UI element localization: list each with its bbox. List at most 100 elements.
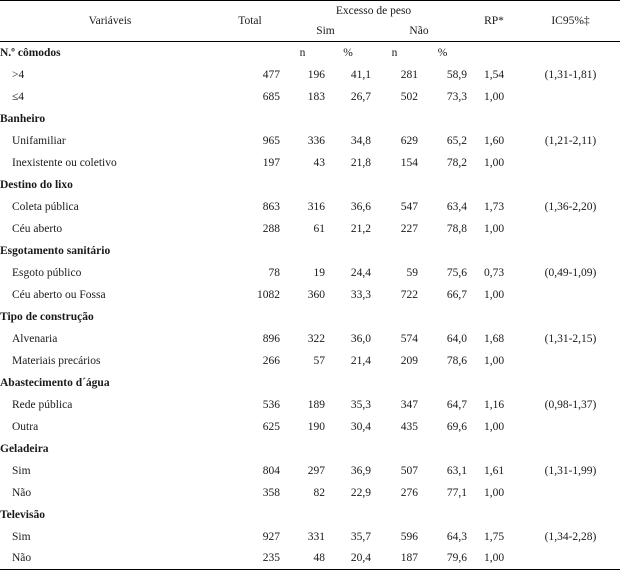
empty-cell — [521, 306, 620, 328]
cell-rp: 1,00 — [467, 547, 521, 570]
cell-sim-pct: 33,3 — [350, 288, 371, 301]
empty-cell — [371, 306, 418, 328]
sub-n-header: n — [280, 41, 325, 64]
cell-rp: 1,00 — [483, 156, 505, 169]
cell-sim-n: 57 — [313, 354, 326, 367]
cell-nao-pct: 64,0 — [446, 332, 467, 345]
row-label: Unifamiliar — [12, 134, 66, 147]
empty-cell — [325, 240, 371, 262]
cell-total: 477 — [262, 68, 280, 81]
cell-sim-pct: 21,4 — [350, 354, 371, 367]
sub-pct-header: % — [325, 41, 371, 64]
cell-sim-pct: 22,9 — [350, 486, 371, 499]
empty-cell — [467, 108, 521, 130]
sub-n-header: n — [371, 41, 418, 64]
header-excesso: Excesso de peso — [280, 0, 467, 22]
empty-cell — [467, 240, 521, 262]
empty-cell — [220, 504, 280, 526]
empty-cell — [418, 306, 467, 328]
section-header-row: Abastecimento d´água — [0, 372, 620, 394]
empty-cell — [325, 504, 371, 526]
cell-ic — [521, 152, 620, 174]
cell-total: 927 — [262, 530, 280, 543]
cell-total: 804 — [262, 464, 280, 477]
cell-nao-n: 187 — [371, 547, 418, 570]
section-title: Abastecimento d´água — [0, 376, 110, 389]
cell-sim-n: 183 — [307, 90, 325, 103]
cell-ic: (1,31-1,99) — [544, 464, 597, 477]
table-row: Alvenaria 896 322 36,0 574 64,0 1,68 (1,31-2,15… — [0, 328, 620, 350]
empty-cell — [220, 41, 280, 64]
empty-cell — [371, 438, 418, 460]
table-row: Céu aberto ou Fossa 1082 360 33,3 722 66,7 1,0… — [0, 284, 620, 306]
cell-nao-n: 502 — [400, 90, 418, 103]
cell-rp: 1,75 — [483, 530, 505, 543]
empty-cell — [280, 306, 325, 328]
cell-rp: 1,00 — [483, 354, 505, 367]
cell-sim-n: 189 — [307, 398, 325, 411]
cell-sim-pct: 41,1 — [350, 68, 371, 81]
empty-cell — [325, 174, 371, 196]
row-label: Outra — [12, 420, 39, 433]
row-label: Inexistente ou coletivo — [12, 156, 117, 169]
row-label: Céu aberto — [12, 222, 63, 235]
table-row: ≤4 685 183 26,7 502 73,3 1,00 — [0, 86, 620, 108]
cell-rp: 0,73 — [483, 266, 505, 279]
empty-cell — [371, 108, 418, 130]
cell-sim-n: 316 — [307, 200, 325, 213]
empty-cell — [418, 174, 467, 196]
empty-cell — [418, 438, 467, 460]
empty-cell — [220, 438, 280, 460]
section-title: Destino do lixo — [0, 178, 73, 191]
cell-nao-n: 547 — [400, 200, 418, 213]
row-label: Alvenaria — [12, 332, 58, 345]
header-sim: Sim — [316, 25, 335, 38]
cell-ic: (1,21-2,11) — [544, 134, 597, 147]
empty-cell — [467, 438, 521, 460]
table-row: Rede pública 536 189 35,3 347 64,7 1,16 (0,98-1… — [0, 394, 620, 416]
cell-nao-n: 227 — [400, 222, 418, 235]
cell-ic — [521, 350, 620, 372]
row-label: Sim — [12, 464, 31, 477]
table-row: Coleta pública 863 316 36,6 547 63,4 1,73 (1,36… — [0, 196, 620, 218]
cell-sim-n: 82 — [313, 486, 326, 499]
row-label: Não — [0, 547, 220, 570]
cell-total: 536 — [262, 398, 280, 411]
cell-nao-pct: 69,6 — [446, 420, 467, 433]
cell-nao-n: 209 — [400, 354, 418, 367]
empty-cell — [371, 174, 418, 196]
cell-ic — [521, 547, 620, 570]
section-title: Esgotamento sanitário — [0, 244, 111, 257]
cell-total: 863 — [262, 200, 280, 213]
cell-sim-pct: 24,4 — [350, 266, 371, 279]
cell-nao-pct: 78,6 — [446, 354, 467, 367]
cell-nao-pct: 58,9 — [446, 68, 467, 81]
cell-nao-pct: 75,6 — [446, 266, 467, 279]
row-label: Sim — [12, 530, 31, 543]
cell-rp: 1,00 — [483, 222, 505, 235]
table-row: Sim 804 297 36,9 507 63,1 1,61 (1,31-1,99) — [0, 460, 620, 482]
cell-rp: 1,00 — [483, 90, 505, 103]
row-label: >4 — [12, 68, 25, 81]
section-header-row: Tipo de construção — [0, 306, 620, 328]
row-label: Não — [12, 486, 32, 499]
cell-sim-n: 336 — [307, 134, 325, 147]
cell-rp: 1,00 — [483, 420, 505, 433]
cell-nao-pct: 78,2 — [446, 156, 467, 169]
empty-cell — [325, 372, 371, 394]
section-header-row: Banheiro — [0, 108, 620, 130]
cell-sim-n: 190 — [307, 420, 325, 433]
cell-nao-pct: 63,1 — [446, 464, 467, 477]
cell-ic — [521, 482, 620, 504]
cell-sim-n: 360 — [307, 288, 325, 301]
empty-cell — [521, 108, 620, 130]
empty-cell — [467, 504, 521, 526]
empty-cell — [325, 438, 371, 460]
empty-cell — [467, 174, 521, 196]
cell-total: 288 — [262, 222, 280, 235]
cell-ic: (1,31-1,81) — [544, 68, 597, 81]
empty-cell — [418, 372, 467, 394]
row-label: Céu aberto ou Fossa — [12, 288, 106, 301]
cell-sim-n: 48 — [280, 547, 325, 570]
cell-total: 358 — [262, 486, 280, 499]
